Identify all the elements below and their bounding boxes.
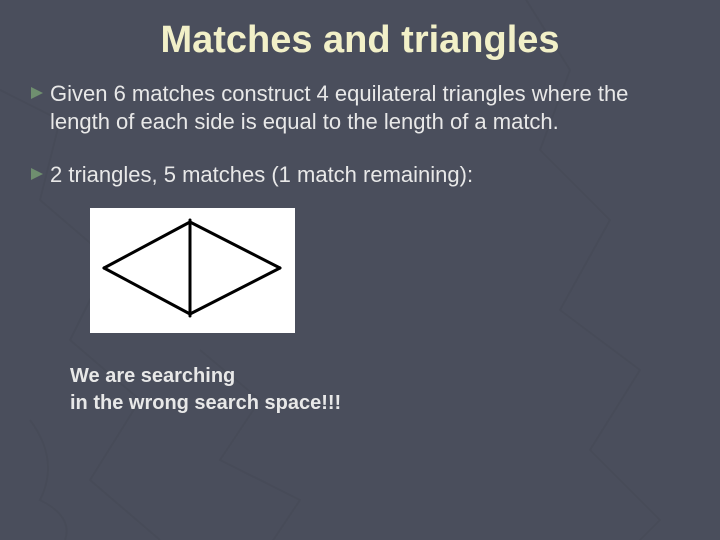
footer-line-2: in the wrong search space!!!: [70, 392, 341, 414]
slide-title: Matches and triangles: [30, 20, 690, 62]
slide-content: Matches and triangles Given 6 matches co…: [0, 0, 720, 437]
bullet-item-1: Given 6 matches construct 4 equilateral …: [30, 80, 690, 137]
triangles-diagram: [90, 208, 295, 333]
bullet-item-2: 2 triangles, 5 matches (1 match remainin…: [30, 161, 690, 190]
play-bullet-icon: [30, 86, 44, 100]
footer-line-1: We are searching: [70, 365, 235, 387]
bullet-text-2: 2 triangles, 5 matches (1 match remainin…: [50, 161, 473, 190]
play-bullet-icon: [30, 167, 44, 181]
diagram-svg: [90, 208, 295, 328]
footer-text: We are searching in the wrong search spa…: [70, 363, 690, 417]
bullet-text-1: Given 6 matches construct 4 equilateral …: [50, 80, 690, 137]
